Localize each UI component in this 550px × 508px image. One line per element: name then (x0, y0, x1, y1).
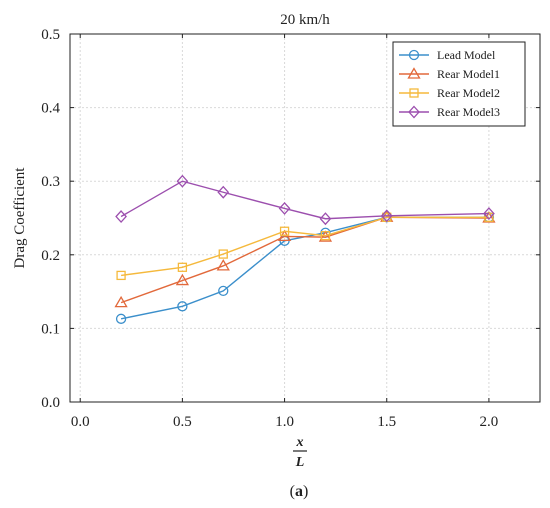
legend-label: Lead Model (437, 48, 496, 62)
series-line (120, 216, 489, 304)
data-point (279, 226, 290, 236)
legend-item-rear-model1: Rear Model1 (399, 67, 500, 81)
tick-layer: 0.0 0.5 1.0 1.5 2.0 0.0 0.1 0.2 0.3 0.4 0.5 (41, 27, 540, 430)
series-line (120, 216, 489, 277)
caption-prefix: ( (290, 483, 295, 500)
x-axis-label: x L (293, 435, 307, 470)
data-point (217, 185, 230, 199)
series-rear-model1 (114, 210, 496, 308)
y-tick-label: 0.4 (41, 101, 60, 117)
y-tick-label: 0.0 (41, 395, 60, 411)
legend-marker (407, 67, 421, 79)
data-point (115, 210, 127, 223)
x-tick-label: 2.0 (480, 414, 499, 430)
legend-item-rear-model2: Rear Model2 (399, 86, 500, 100)
data-point (483, 207, 495, 221)
x-axis-label-numerator: x (296, 435, 304, 450)
legend-marker (409, 88, 419, 98)
data-point (484, 212, 494, 222)
data-point (278, 201, 291, 215)
x-tick-label: 0.0 (71, 414, 90, 430)
x-tick-label: 0.5 (173, 414, 192, 430)
legend-label: Rear Model3 (437, 105, 500, 119)
caption-suffix: ) (303, 483, 308, 500)
data-point (114, 295, 128, 308)
data-point (380, 209, 393, 223)
plot-area (69, 33, 541, 403)
chart-title: 20 km/h (280, 12, 330, 28)
legend-label: Rear Model2 (437, 86, 500, 100)
y-tick-label: 0.1 (41, 321, 60, 337)
data-point (319, 212, 332, 226)
data-point (216, 259, 230, 271)
legend-marker (408, 105, 420, 119)
data-point (218, 249, 228, 259)
data-point (177, 301, 188, 312)
legend-item-rear-model3: Rear Model3 (399, 105, 500, 119)
data-point (176, 174, 189, 188)
data-point (318, 230, 333, 242)
y-tick-label: 0.3 (41, 174, 60, 190)
legend-item-lead-model: Lead Model (399, 48, 496, 62)
y-tick-label: 0.2 (41, 248, 60, 264)
y-axis-label: Drag Coefficient (12, 167, 28, 269)
caption-letter: a (295, 483, 303, 500)
data-point (116, 270, 126, 281)
data-point (320, 231, 331, 241)
legend-marker (408, 49, 420, 61)
x-axis-label-denominator: L (295, 455, 305, 470)
series-rear-model2 (116, 212, 494, 281)
data-point (177, 262, 188, 272)
legend: Lead Model Rear Model1 Rear Model2 Rear Mod… (392, 41, 526, 127)
data-point (115, 313, 127, 324)
y-tick-label: 0.5 (41, 27, 60, 43)
legend-label: Rear Model1 (437, 67, 500, 81)
series-layer (114, 174, 496, 324)
data-point (218, 285, 229, 297)
x-tick-label: 1.5 (377, 414, 396, 430)
figure-caption: (a) (290, 483, 309, 500)
series-line (120, 180, 489, 220)
data-point (175, 273, 190, 286)
x-tick-label: 1.0 (275, 414, 294, 430)
series-rear-model3 (115, 174, 495, 226)
